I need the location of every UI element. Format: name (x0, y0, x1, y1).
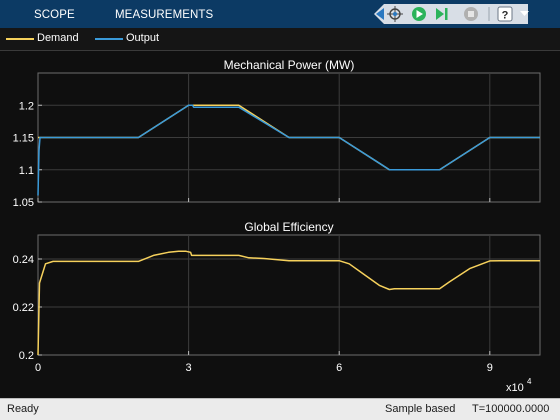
axes-box (38, 235, 540, 355)
y-tick-label: 1.2 (19, 100, 34, 112)
y-tick-label: 1.05 (13, 197, 34, 209)
x-tick-label: 3 (186, 362, 192, 374)
y-tick-label: 1.15 (13, 133, 34, 145)
scope-plot-area: Mechanical Power (MW) 1.05 1.1 1.15 1.2 Globa… (0, 51, 560, 398)
x-axis-exponent-power: 4 (527, 377, 532, 386)
legend-label-demand: Demand (37, 32, 79, 44)
status-ready: Ready (7, 403, 39, 415)
stop-icon[interactable] (464, 7, 478, 21)
x-tick-label: 6 (336, 362, 342, 374)
y-tick-label: 0.24 (13, 254, 34, 266)
toolstrip: SCOPE MEASUREMENTS ? (0, 0, 560, 28)
chart-title: Mechanical Power (MW) (224, 58, 355, 72)
status-sim-time: T=100000.0000 (472, 403, 549, 415)
svg-text:?: ? (502, 10, 509, 22)
legend-swatch-output (95, 38, 123, 40)
legend-swatch-demand (6, 38, 34, 40)
x-tick-label: 9 (487, 362, 493, 374)
chart-title: Global Efficiency (244, 220, 333, 234)
run-icon[interactable] (412, 7, 426, 21)
status-sample-mode: Sample based (385, 403, 455, 415)
toolstrip-icons: ? (0, 0, 560, 28)
legend: Demand Output (0, 28, 560, 50)
help-icon[interactable]: ? (498, 7, 512, 22)
y-tick-label: 0.2 (19, 350, 34, 362)
legend-label-output: Output (126, 32, 159, 44)
y-tick-label: 1.1 (19, 165, 34, 177)
y-tick-label: 0.22 (13, 302, 34, 314)
x-axis-exponent-base: x10 (506, 382, 524, 394)
scope-plots-svg[interactable]: Mechanical Power (MW) 1.05 1.1 1.15 1.2 Globa… (0, 51, 560, 398)
x-tick-label: 0 (35, 362, 41, 374)
status-bar: Ready Sample based T=100000.0000 (0, 398, 560, 420)
